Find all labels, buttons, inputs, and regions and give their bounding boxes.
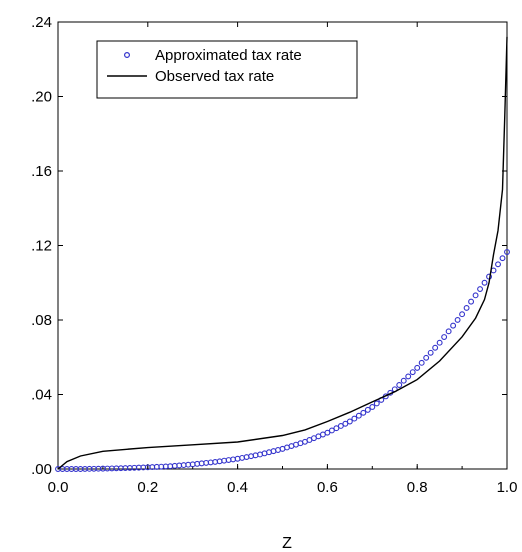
approximated-tax-rate-point: [418, 359, 425, 366]
approximated-tax-rate-point: [436, 339, 443, 346]
series-layer: [55, 36, 510, 472]
x-tick-label: 0.0: [48, 479, 69, 496]
approximated-tax-rate-point: [355, 412, 362, 419]
legend: Approximated tax rate Observed tax rate: [96, 40, 358, 99]
x-axis-label: Z: [282, 535, 292, 552]
approximated-tax-rate-point: [414, 364, 421, 371]
approximated-tax-rate-point: [468, 298, 475, 305]
y-tick-label: .00: [31, 461, 52, 478]
approximated-tax-rate-point: [504, 249, 510, 255]
approximated-tax-rate-point: [346, 418, 353, 425]
approximated-tax-rate-point: [495, 261, 501, 268]
approximated-tax-rate-point: [337, 423, 344, 429]
x-tick-label: 1.0: [497, 479, 518, 496]
approximated-tax-rate-point: [481, 279, 488, 286]
approximated-tax-rate-point: [477, 286, 484, 292]
approximated-tax-rate-point: [400, 377, 407, 384]
approximated-tax-rate-point: [499, 255, 506, 262]
y-tick-label: .04: [31, 387, 52, 404]
y-tick-label: .24: [31, 14, 52, 31]
approximated-tax-rate-point: [351, 415, 358, 422]
approximated-tax-rate-point: [441, 334, 448, 340]
approximated-tax-rate-point: [423, 354, 430, 361]
x-tick-label: 0.2: [137, 479, 158, 496]
approximated-tax-rate-point: [459, 311, 466, 318]
approximated-tax-rate-point: [342, 420, 349, 427]
approximated-tax-rate-point: [405, 373, 412, 380]
approximated-tax-rate-point: [454, 316, 461, 323]
approximated-tax-rate-point: [409, 369, 416, 376]
legend-box: [96, 40, 358, 99]
approximated-tax-rate-point: [450, 322, 457, 329]
approximated-tax-rate-point: [445, 328, 452, 335]
approximated-tax-rate-point: [369, 404, 376, 410]
approximated-tax-rate-point: [427, 349, 434, 356]
x-tick-label: 0.8: [407, 479, 428, 496]
approximated-tax-rate-point: [364, 406, 371, 413]
y-tick-label: .20: [31, 89, 52, 106]
axes-layer: 0.0 0.2 0.4 0.6 0.8 1.0 .00 .04 .08 .12 .16 .20 .24: [31, 14, 517, 496]
y-tick-label: .16: [31, 163, 52, 180]
approximated-tax-rate-point: [324, 429, 331, 436]
y-tick-label: .08: [31, 312, 52, 329]
legend-label: Observed tax rate: [155, 68, 274, 85]
observed-tax-rate-line: [57, 36, 508, 470]
legend-swatch-marker: [123, 51, 130, 58]
approximated-tax-rate-point: [396, 382, 403, 388]
x-tick-label: 0.4: [227, 479, 248, 496]
y-tick-label: .12: [31, 238, 52, 255]
legend-label: Approximated tax rate: [155, 47, 302, 64]
approximated-tax-rate-point: [328, 427, 335, 434]
approximated-tax-rate-point: [333, 425, 340, 432]
approximated-tax-rate-point: [472, 292, 479, 299]
approximated-tax-rate-point: [463, 304, 470, 311]
approximated-tax-rate-point: [432, 344, 439, 351]
approximated-tax-rate-point: [360, 409, 367, 416]
x-tick-label: 0.6: [317, 479, 338, 496]
approximated-tax-rate-point: [373, 400, 380, 407]
